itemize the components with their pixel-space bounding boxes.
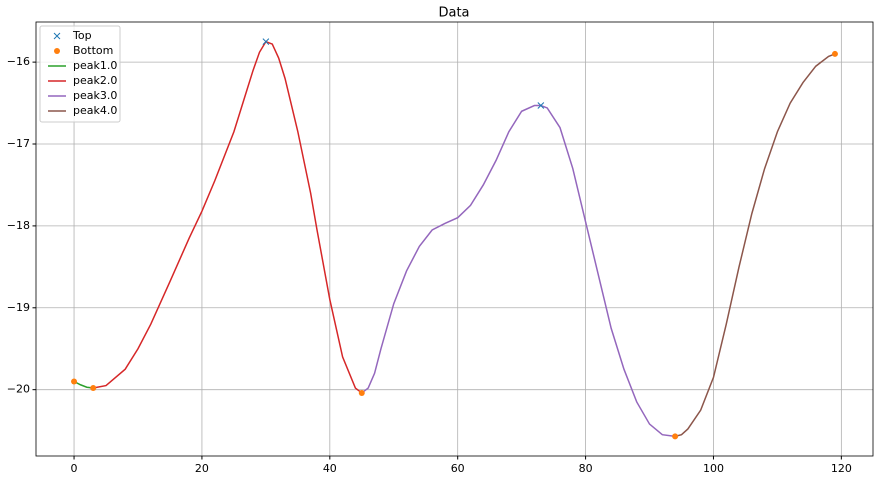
legend-box	[39, 25, 121, 123]
x-tick-label: 20	[195, 462, 209, 475]
legend-label: peak2.0	[73, 74, 117, 87]
x-marker	[53, 32, 61, 40]
x-marker	[537, 102, 545, 109]
point	[358, 389, 365, 396]
series-line	[93, 40, 363, 394]
series-line	[73, 380, 94, 389]
point	[537, 102, 545, 109]
series-line	[361, 104, 676, 438]
legend-label: peak4.0	[73, 104, 117, 117]
y-tick-label: −19	[7, 301, 30, 314]
point	[71, 378, 78, 385]
y-tick-label: −20	[7, 383, 30, 396]
y-tick-label: −18	[7, 219, 30, 232]
x-tick-label: 120	[831, 462, 852, 475]
legend-swatch	[53, 32, 61, 40]
legend-swatch	[54, 48, 60, 54]
legend-label: Bottom	[73, 44, 113, 57]
x-tick-label: 100	[703, 462, 724, 475]
legend-label: peak3.0	[73, 89, 117, 102]
point	[831, 50, 838, 57]
x-tick-label: 0	[71, 462, 78, 475]
legend-label: Top	[72, 29, 92, 42]
x-marker	[262, 38, 270, 46]
legend-label: peak1.0	[73, 59, 117, 72]
x-tick-label: 80	[579, 462, 593, 475]
point	[90, 385, 97, 392]
point	[262, 38, 270, 46]
series-line	[674, 53, 836, 438]
plot-frame	[35, 21, 874, 457]
x-tick-label: 60	[451, 462, 465, 475]
chart-title: Data	[438, 6, 469, 21]
y-tick-label: −17	[7, 137, 30, 150]
point	[672, 433, 679, 440]
x-tick-label: 40	[323, 462, 337, 475]
y-tick-label: −16	[7, 55, 30, 68]
